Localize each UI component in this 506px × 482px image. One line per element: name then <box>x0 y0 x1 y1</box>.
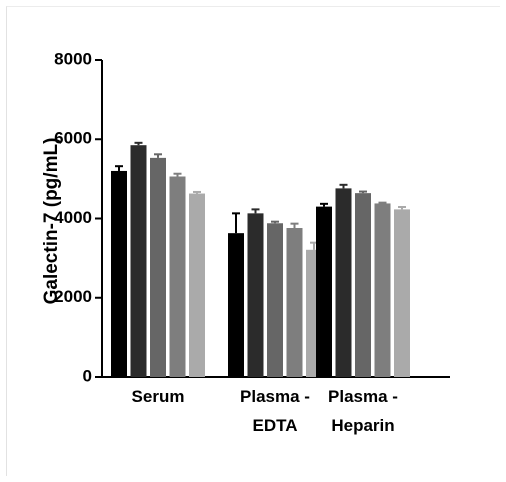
bar <box>130 145 147 377</box>
bar <box>189 193 205 377</box>
y-axis-title-group: Galectin-7 (pg/mL) <box>41 138 62 305</box>
bar <box>247 213 264 377</box>
bars <box>111 141 410 377</box>
labels: 0 2000 4000 6000 8000 Serum Plasma - EDTA Plasma… <box>54 49 398 435</box>
x-tick-label-line2: Heparin <box>331 416 394 435</box>
x-tick-label: Serum <box>132 387 185 406</box>
bar <box>374 203 391 377</box>
bar <box>286 228 303 377</box>
bar <box>228 233 244 377</box>
bar <box>267 223 283 377</box>
chart-frame <box>6 6 500 476</box>
bar <box>355 193 371 377</box>
bar <box>150 157 166 377</box>
x-tick-label-line2: EDTA <box>252 416 297 435</box>
y-tick-label: 0 <box>83 366 92 385</box>
x-tick-label: Plasma - <box>328 387 398 406</box>
bar <box>316 206 332 377</box>
bar <box>394 209 410 377</box>
y-tick-label: 4000 <box>54 208 92 227</box>
bar <box>335 188 352 377</box>
x-tick-label: Plasma - <box>240 387 310 406</box>
bar <box>169 176 186 377</box>
y-axis-title: Galectin-7 (pg/mL) <box>41 138 62 305</box>
y-tick-label: 6000 <box>54 129 92 148</box>
bar <box>111 170 127 377</box>
y-tick-label: 8000 <box>54 49 92 68</box>
y-tick-label: 2000 <box>54 287 92 306</box>
